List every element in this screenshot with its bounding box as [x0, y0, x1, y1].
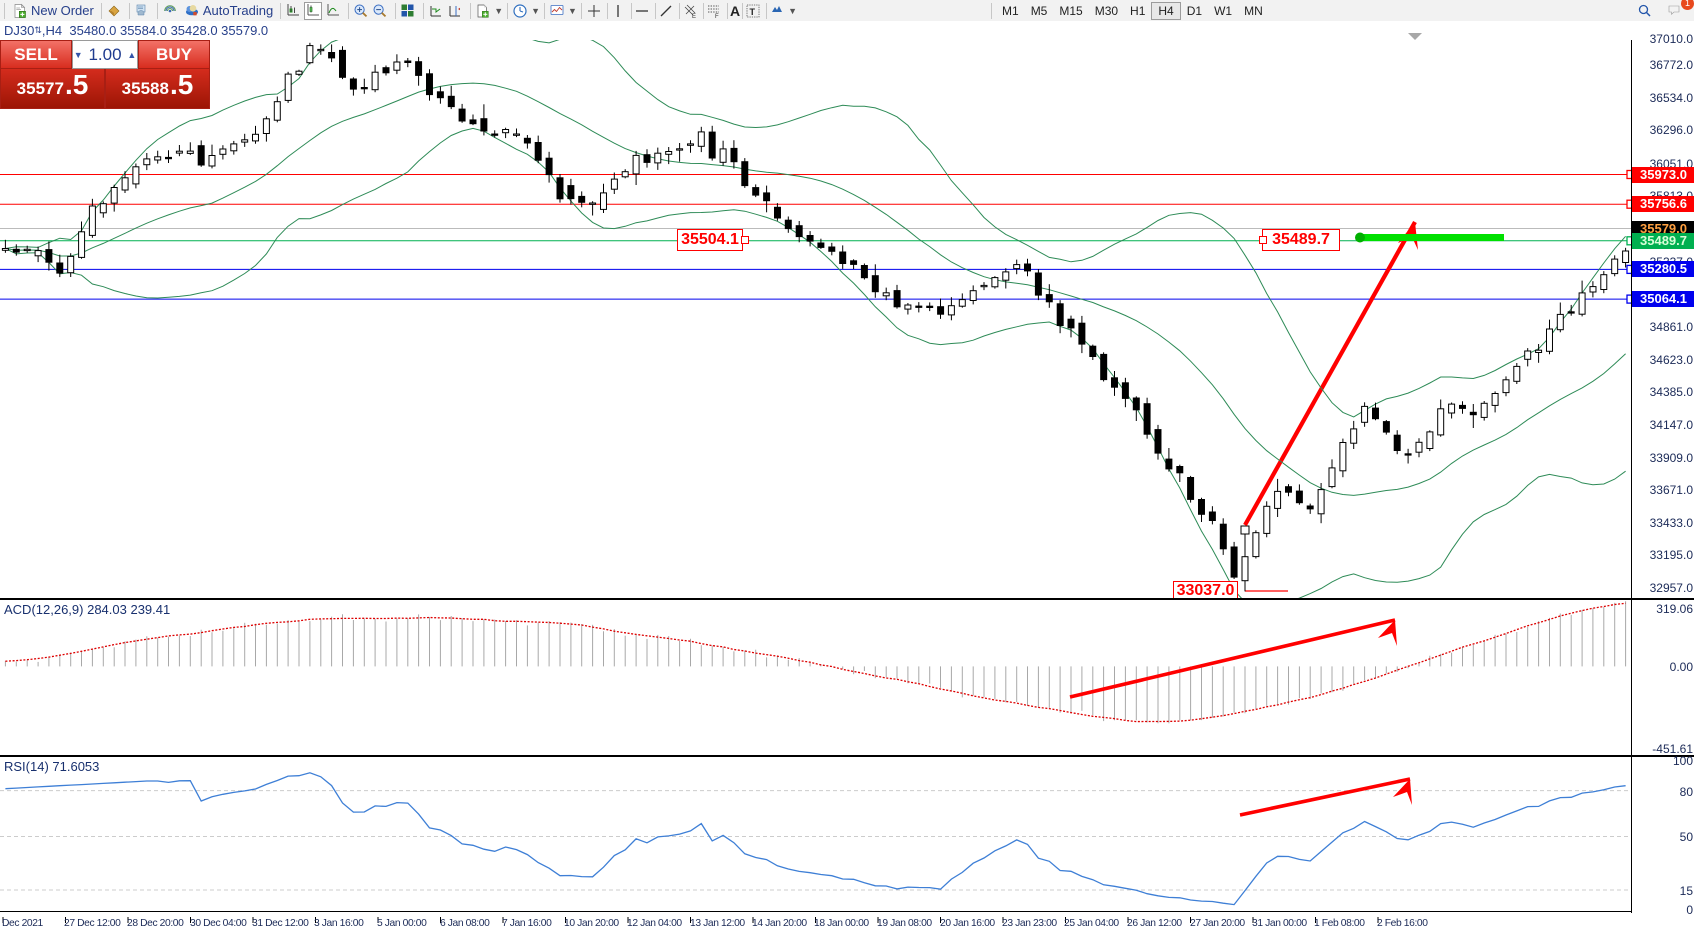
svg-text:E: E [692, 14, 696, 19]
svg-text:F: F [715, 14, 719, 19]
svg-text:T: T [750, 7, 756, 17]
